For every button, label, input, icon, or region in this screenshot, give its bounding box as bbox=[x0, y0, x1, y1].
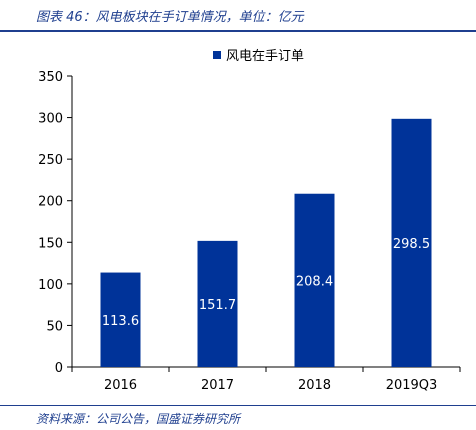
y-tick-label: 350 bbox=[38, 70, 63, 85]
chart-bars: 113.6 151.7 208.4 298.5 bbox=[100, 118, 432, 367]
chart-legend: 风电在手订单 bbox=[213, 49, 304, 64]
bar bbox=[391, 118, 432, 367]
y-tick-label: 300 bbox=[38, 112, 63, 127]
bar-value-label: 208.4 bbox=[296, 274, 333, 289]
bar-value-label: 298.5 bbox=[393, 237, 430, 252]
y-tick-label: 150 bbox=[38, 236, 63, 251]
legend-label: 风电在手订单 bbox=[226, 49, 304, 64]
y-tick-label: 100 bbox=[38, 278, 63, 293]
bottom-rule bbox=[0, 405, 476, 406]
y-tick-label: 0 bbox=[55, 361, 63, 376]
source-note: 资料来源：公司公告，国盛证券研究所 bbox=[36, 412, 241, 426]
bar-value-label: 151.7 bbox=[199, 298, 236, 313]
x-tick-label: 2019Q3 bbox=[386, 378, 438, 393]
legend-swatch bbox=[213, 51, 221, 59]
y-tick-label: 250 bbox=[38, 153, 63, 168]
figure-caption: 图表 46：风电板块在手订单情况，单位：亿元 bbox=[36, 10, 304, 25]
top-rule bbox=[0, 30, 476, 32]
x-tick-label: 2017 bbox=[201, 378, 234, 393]
bar bbox=[197, 240, 238, 367]
y-tick-label: 50 bbox=[46, 319, 63, 334]
chart-axes: 0 50 100 150 200 250 300 350 2016 2017 2018 2019Q3 bbox=[38, 70, 461, 393]
x-tick-label: 2018 bbox=[298, 378, 331, 393]
bar-value-label: 113.6 bbox=[102, 314, 139, 329]
bar bbox=[100, 272, 141, 367]
bar bbox=[294, 193, 335, 367]
y-tick-label: 200 bbox=[38, 195, 63, 210]
x-tick-label: 2016 bbox=[104, 378, 137, 393]
